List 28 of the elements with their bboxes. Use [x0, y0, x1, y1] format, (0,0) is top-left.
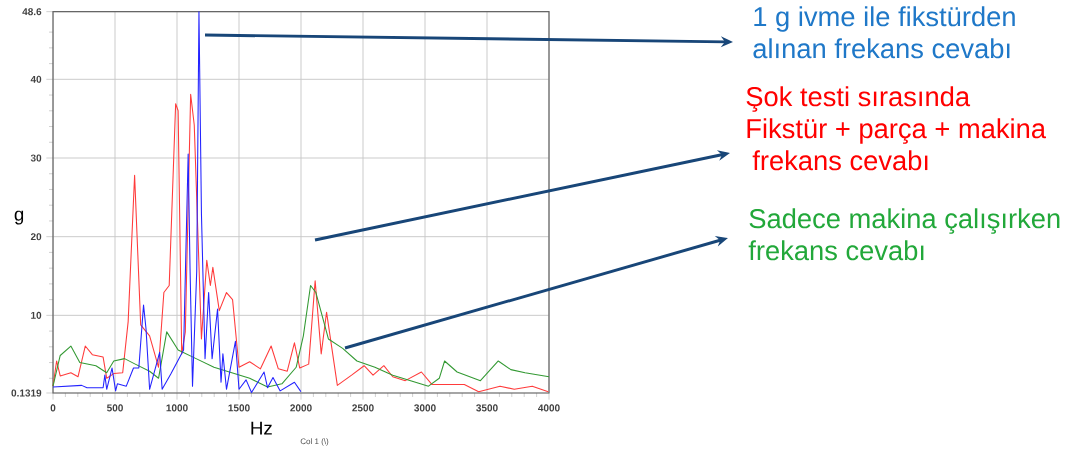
- x-tick-label: 4000: [538, 404, 560, 412]
- x-axis-title: Hz: [251, 421, 272, 435]
- x-tick-label: 3500: [476, 404, 498, 412]
- text: Fikstür + parça + makina: [747, 118, 1047, 144]
- text: Şok testi sırasında: [746, 86, 971, 112]
- x-tick-label: 0: [50, 404, 56, 412]
- text: frekans cevabı: [752, 150, 928, 171]
- y-tick-label: 48.6: [22, 8, 42, 16]
- line-series: [52, 284, 550, 388]
- y-tick-label: 0.1319: [11, 389, 42, 397]
- y-tick-label: 40: [30, 75, 42, 83]
- x-tick-label: 2000: [290, 404, 312, 412]
- text: 1 g ivme ile fikstürden: [754, 6, 1015, 32]
- x-tick-label: 2500: [352, 404, 374, 412]
- y-tick-label: 20: [30, 233, 42, 241]
- y-tick-label: 30: [30, 154, 42, 162]
- y-tick-label: 10: [31, 311, 42, 319]
- x-tick-label: 1000: [166, 404, 188, 412]
- text: frekans cevabı: [748, 240, 924, 261]
- line-series: [52, 93, 549, 393]
- text: Sadece makina çalışırken: [749, 208, 1060, 234]
- y-axis-title: g: [14, 210, 24, 225]
- line-series: [52, 11, 302, 393]
- x-tick-label: 3000: [414, 404, 436, 412]
- text: alınan frekans cevabı: [753, 38, 1010, 59]
- x-tick-label: 1500: [228, 404, 250, 412]
- text: Col 1 (\): [300, 438, 329, 446]
- x-tick-label: 500: [106, 404, 123, 412]
